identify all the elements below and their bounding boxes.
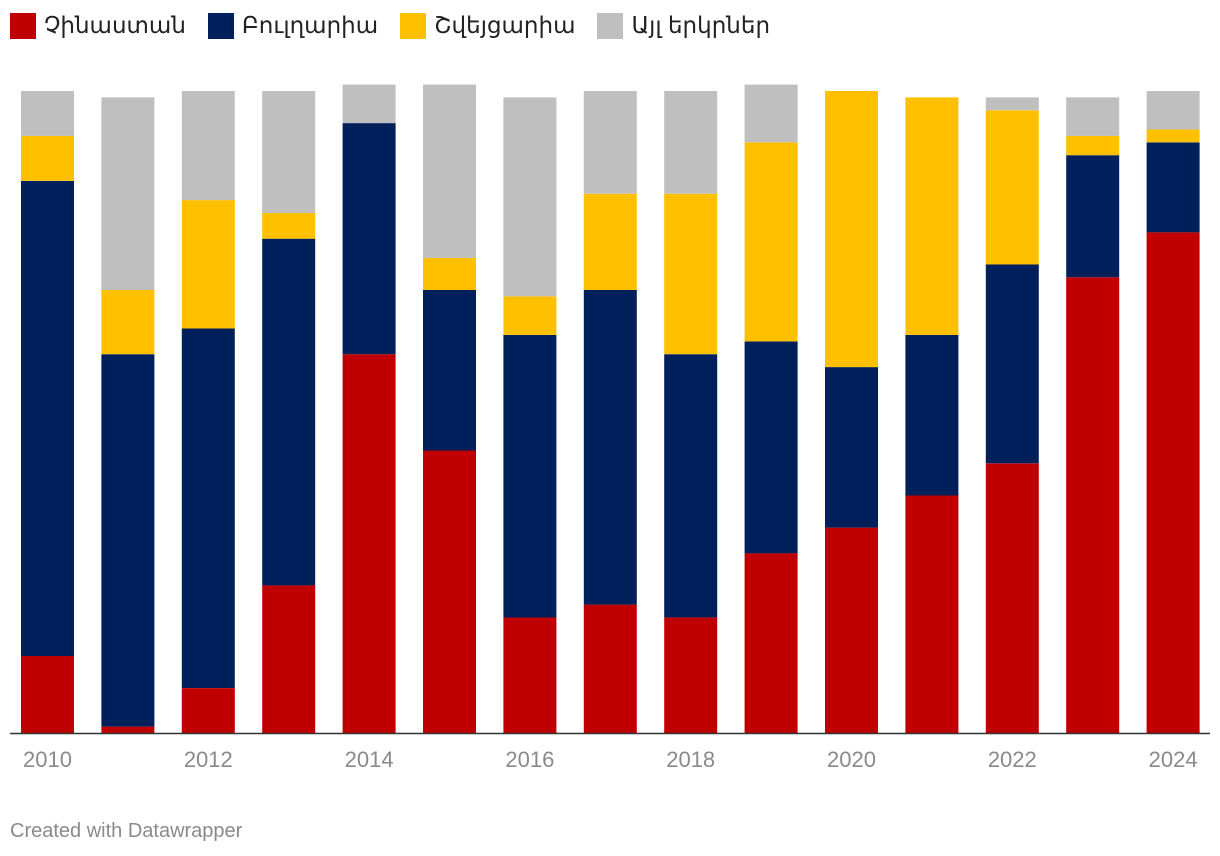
bar-stack — [664, 91, 718, 733]
bar-segment — [664, 193, 718, 355]
bar-stack — [905, 97, 959, 733]
legend-item: Այլ երկրներ — [597, 12, 770, 39]
bar-segment — [101, 290, 155, 355]
bar-segment — [583, 604, 637, 733]
bar-segment — [423, 257, 476, 290]
bar-segment — [101, 354, 155, 727]
legend-label: Այլ երկրներ — [631, 12, 771, 38]
x-tick-label: 2024 — [1149, 747, 1198, 772]
bar-segment — [1066, 135, 1120, 156]
bar-stack — [744, 84, 798, 733]
bar-stack — [262, 91, 316, 733]
legend: Չինաստան Բուլղարիա Շվեյցարիա Այլ երկրներ — [10, 12, 792, 39]
bar-stack — [423, 84, 476, 733]
bar-segment — [985, 264, 1039, 464]
bar-segment — [262, 585, 316, 733]
bar-segment — [423, 450, 476, 733]
bar-segment — [905, 495, 959, 733]
bar-stack — [101, 97, 155, 733]
bar-stack — [1146, 91, 1200, 733]
bar-segment — [181, 91, 235, 201]
x-tick-label: 2012 — [184, 747, 233, 772]
bar-stack — [825, 91, 878, 733]
bar-segment — [583, 91, 637, 194]
bar-segment — [1146, 232, 1200, 733]
bar-segment — [985, 97, 1039, 111]
bar-segment — [21, 135, 74, 181]
bar-segment — [101, 97, 155, 291]
legend-swatch — [207, 12, 234, 39]
legend-label: Չինաստան — [44, 12, 186, 38]
bar-segment — [423, 84, 476, 258]
bar-segment — [825, 527, 878, 733]
x-tick-label: 2020 — [827, 747, 876, 772]
bar-stack — [503, 97, 557, 733]
bar-segment — [503, 335, 557, 618]
bar-stack — [21, 91, 74, 733]
bar-segment — [342, 123, 396, 355]
bar-segment — [21, 656, 74, 733]
bar-segment — [744, 341, 798, 554]
x-tick-label: 2018 — [666, 747, 715, 772]
legend-swatch — [10, 12, 36, 39]
bar-segment — [1066, 97, 1120, 136]
bar-segment — [985, 110, 1039, 265]
bar-segment — [1146, 142, 1200, 233]
bar-segment — [21, 180, 74, 656]
bar-segment — [1066, 277, 1120, 733]
bar-segment — [825, 367, 878, 528]
bar-segment — [503, 617, 557, 733]
bar-segment — [583, 290, 637, 605]
bar-segment — [825, 91, 878, 368]
bar-segment — [664, 354, 718, 618]
bar-segment — [744, 84, 798, 143]
legend-item: Շվեյցարիա — [400, 12, 575, 39]
bar-stack — [583, 91, 637, 733]
bar-stack — [1066, 97, 1120, 733]
legend-label: Բուլղարիա — [241, 12, 379, 38]
bar-segment — [262, 213, 316, 239]
x-tick-label: 2010 — [23, 747, 72, 772]
legend-swatch — [597, 12, 624, 39]
bar-segment — [21, 91, 74, 136]
bar-segment — [342, 84, 396, 124]
x-tick-label: 2014 — [345, 747, 394, 772]
bar-segment — [744, 142, 798, 342]
x-tick-label: 2016 — [505, 747, 554, 772]
bar-segment — [664, 617, 718, 733]
credit-text: Created with Datawrapper — [10, 820, 243, 842]
bar-segment — [423, 290, 476, 451]
bar-segment — [181, 200, 235, 329]
bar-segment — [262, 91, 316, 213]
bar-segment — [101, 726, 155, 733]
legend-item: Չինաստան — [10, 12, 186, 39]
bar-segment — [262, 238, 316, 586]
legend-label: Շվեյցարիա — [434, 12, 576, 38]
bar-segment — [744, 553, 798, 733]
bar-segment — [181, 328, 235, 688]
bar-segment — [905, 97, 959, 335]
bar-segment — [664, 91, 718, 194]
bar-segment — [905, 335, 959, 496]
bar-segment — [342, 354, 396, 733]
legend-item: Բուլղարիա — [207, 12, 379, 39]
bar-stack — [181, 91, 235, 733]
bar-stack — [985, 97, 1039, 733]
bar-segment — [1066, 155, 1120, 278]
x-tick-label: 2022 — [988, 747, 1037, 772]
bar-segment — [503, 97, 557, 297]
bar-segment — [1146, 129, 1200, 143]
bar-segment — [503, 296, 557, 335]
bar-segment — [1146, 91, 1200, 130]
legend-swatch — [400, 12, 427, 39]
bar-segment — [583, 193, 637, 290]
bar-segment — [181, 688, 235, 733]
bar-segment — [985, 463, 1039, 733]
bar-stack — [342, 84, 396, 733]
